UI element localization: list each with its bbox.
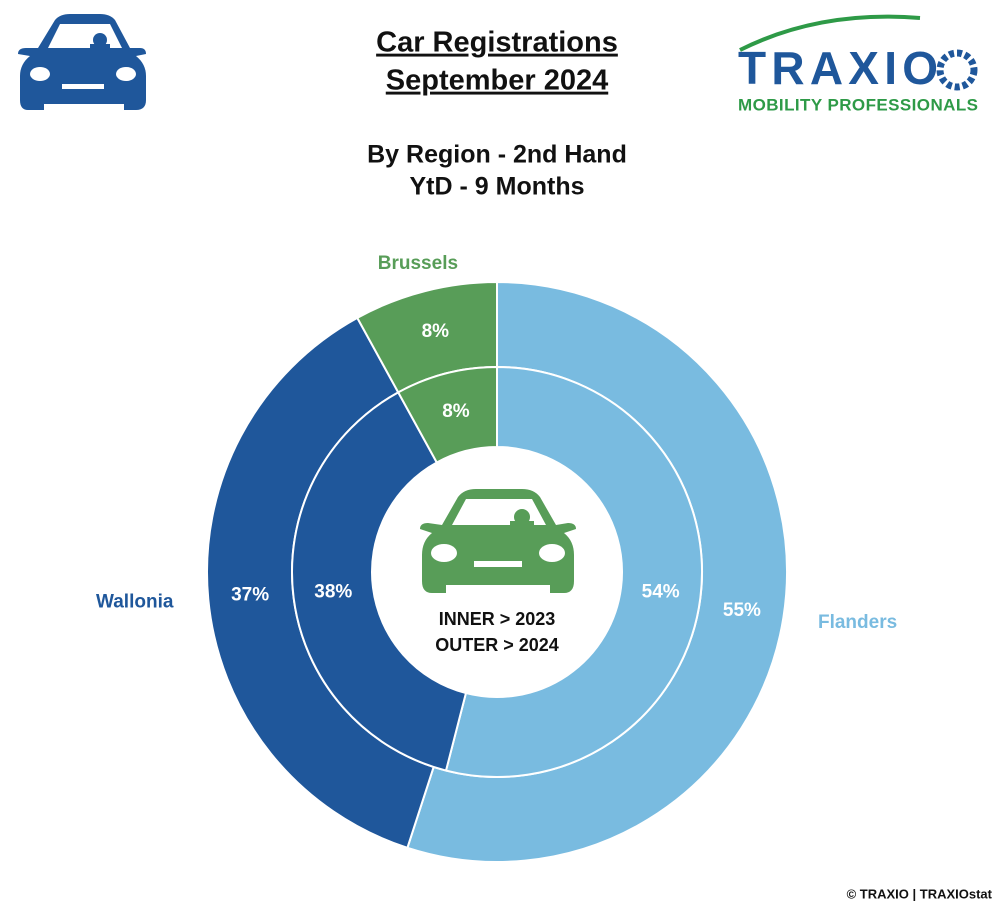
chart-title: September 2024: [386, 65, 608, 97]
footer: © TRAXIO | TRAXIOstat: [847, 886, 993, 901]
data-label: 55%: [723, 600, 761, 621]
chart-subtitle: YtD - 9 Months: [410, 173, 585, 201]
category-label: Wallonia: [96, 592, 174, 613]
data-label: 54%: [642, 582, 680, 603]
data-label: 8%: [442, 401, 470, 422]
center-label: INNER > 2023: [439, 609, 556, 629]
data-label: 8%: [422, 321, 450, 342]
chart-title: Car Registrations: [376, 27, 618, 59]
category-label: Brussels: [378, 253, 458, 274]
data-label: 37%: [231, 584, 269, 605]
logo-swoosh: [739, 14, 921, 52]
data-label: 38%: [314, 582, 352, 603]
logo-name: TRAXIO: [738, 42, 938, 94]
category-label: Flanders: [818, 612, 897, 633]
car-icon: [18, 14, 146, 110]
center-label: OUTER > 2024: [435, 635, 559, 655]
logo-tagline: MOBILITY PROFESSIONALS: [738, 95, 978, 114]
chart-subtitle: By Region - 2nd Hand: [367, 141, 627, 169]
center-car-icon: [420, 489, 576, 593]
logo-gear: [936, 49, 978, 91]
